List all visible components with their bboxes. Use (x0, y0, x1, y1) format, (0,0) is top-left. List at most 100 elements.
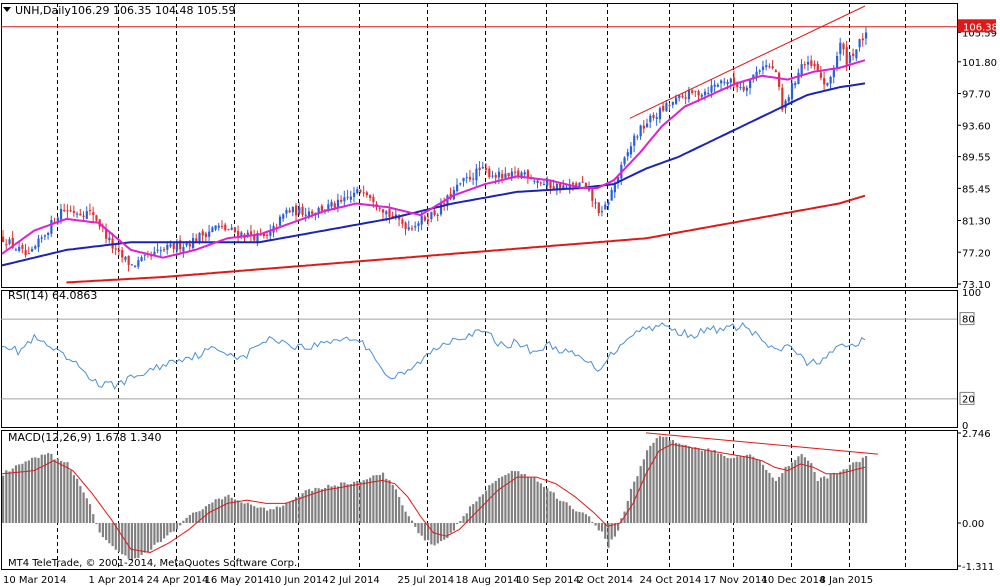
macd-hist-bar (816, 480, 819, 524)
y-axis-label: 85.45 (962, 184, 991, 195)
candle (220, 225, 224, 227)
candle (259, 234, 262, 236)
macd-hist-bar (21, 463, 24, 524)
candle (475, 168, 478, 181)
candle (423, 216, 427, 221)
candle (30, 248, 34, 252)
macd-hist-bar (684, 444, 687, 524)
candle (485, 167, 488, 170)
candle (562, 185, 565, 190)
macd-hist-bar (372, 475, 375, 524)
candle (678, 95, 681, 99)
macd-hist-bar (575, 511, 578, 524)
candle (687, 89, 691, 100)
rsi-level-tag (959, 312, 975, 326)
macd-hist-bar (182, 520, 185, 524)
macd-hist-bar (246, 502, 249, 524)
macd-hist-bar (513, 471, 517, 524)
candle (137, 260, 140, 267)
candle (285, 210, 288, 214)
candle (249, 231, 253, 236)
macd-hist-bar (108, 523, 111, 544)
candle (27, 253, 30, 255)
macd-hist-bar (69, 470, 72, 524)
macd-hist-bar (652, 442, 655, 524)
macd-hist-bar (359, 481, 362, 524)
macd-hist-bar (539, 483, 542, 524)
macd-hist-bar (398, 497, 401, 524)
macd-hist-bar (105, 523, 108, 541)
macd-hist-bar (497, 478, 501, 524)
candle (472, 178, 475, 180)
macd-hist-bar (855, 461, 858, 524)
candle (488, 168, 491, 178)
candle (736, 83, 739, 88)
macd-hist-bar (101, 523, 105, 538)
macd-hist-bar (394, 489, 398, 524)
x-axis-label: 10 Mar 2014 (3, 575, 66, 586)
macd-hist-bar (59, 460, 63, 524)
candle (153, 251, 156, 257)
candle (8, 239, 11, 244)
x-axis-label: 10 Sep 2014 (517, 575, 580, 586)
candle (755, 71, 758, 77)
candle (195, 238, 198, 242)
macd-hist-bar (40, 454, 43, 524)
macd-hist-bar (266, 510, 269, 524)
candle (240, 232, 243, 237)
macd-hist-bar (253, 506, 256, 524)
candle (478, 167, 481, 171)
candle (552, 186, 555, 189)
macd-hist-bar (324, 487, 327, 524)
macd-hist-bar (195, 511, 198, 524)
menu-triangle-icon[interactable] (3, 7, 11, 12)
macd-hist-bar (336, 486, 340, 524)
macd-hist-bar (340, 482, 343, 524)
macd-hist-bar (401, 505, 404, 524)
macd-hist-bar (761, 464, 765, 524)
macd-hist-bar (658, 436, 662, 524)
x-axis-label: 17 Nov 2014 (704, 575, 768, 586)
macd-hist-bar (858, 462, 861, 524)
candle (237, 230, 240, 237)
macd-hist-bar (27, 460, 30, 524)
candle (117, 249, 121, 252)
candle (233, 227, 237, 233)
candle (629, 146, 633, 155)
panel-frame (1, 430, 958, 570)
macd-hist-bar (710, 450, 713, 524)
candle (790, 83, 794, 100)
candle (198, 232, 201, 243)
x-axis-label: 10 Jun 2014 (269, 575, 329, 586)
candle (356, 189, 359, 194)
macd-hist-bar (317, 488, 320, 524)
candle (613, 184, 616, 193)
candle (513, 171, 517, 173)
macd-hist-bar (813, 471, 816, 524)
macd-hist-bar (43, 454, 47, 524)
macd-trendline[interactable] (645, 432, 878, 455)
candle (436, 214, 439, 216)
macd-hist-bar (546, 488, 549, 524)
candle (723, 81, 726, 83)
macd-hist-bar (121, 523, 124, 555)
macd-hist-bar (175, 523, 179, 530)
candle (504, 173, 507, 178)
candle (362, 192, 365, 194)
price-trendline[interactable] (629, 5, 866, 119)
macd-hist-bar (443, 523, 446, 540)
candle (536, 180, 539, 183)
macd-hist-bar (285, 502, 288, 524)
macd-hist-bar (807, 460, 810, 524)
macd-hist-bar (839, 471, 842, 524)
candle (388, 209, 391, 217)
candle (681, 96, 684, 98)
ma-slow-line (66, 194, 866, 284)
candle (459, 183, 462, 185)
candle (739, 87, 742, 89)
macd-hist-bar (691, 447, 694, 524)
macd-signal-line (1, 443, 866, 553)
macd-hist-bar (381, 472, 385, 524)
